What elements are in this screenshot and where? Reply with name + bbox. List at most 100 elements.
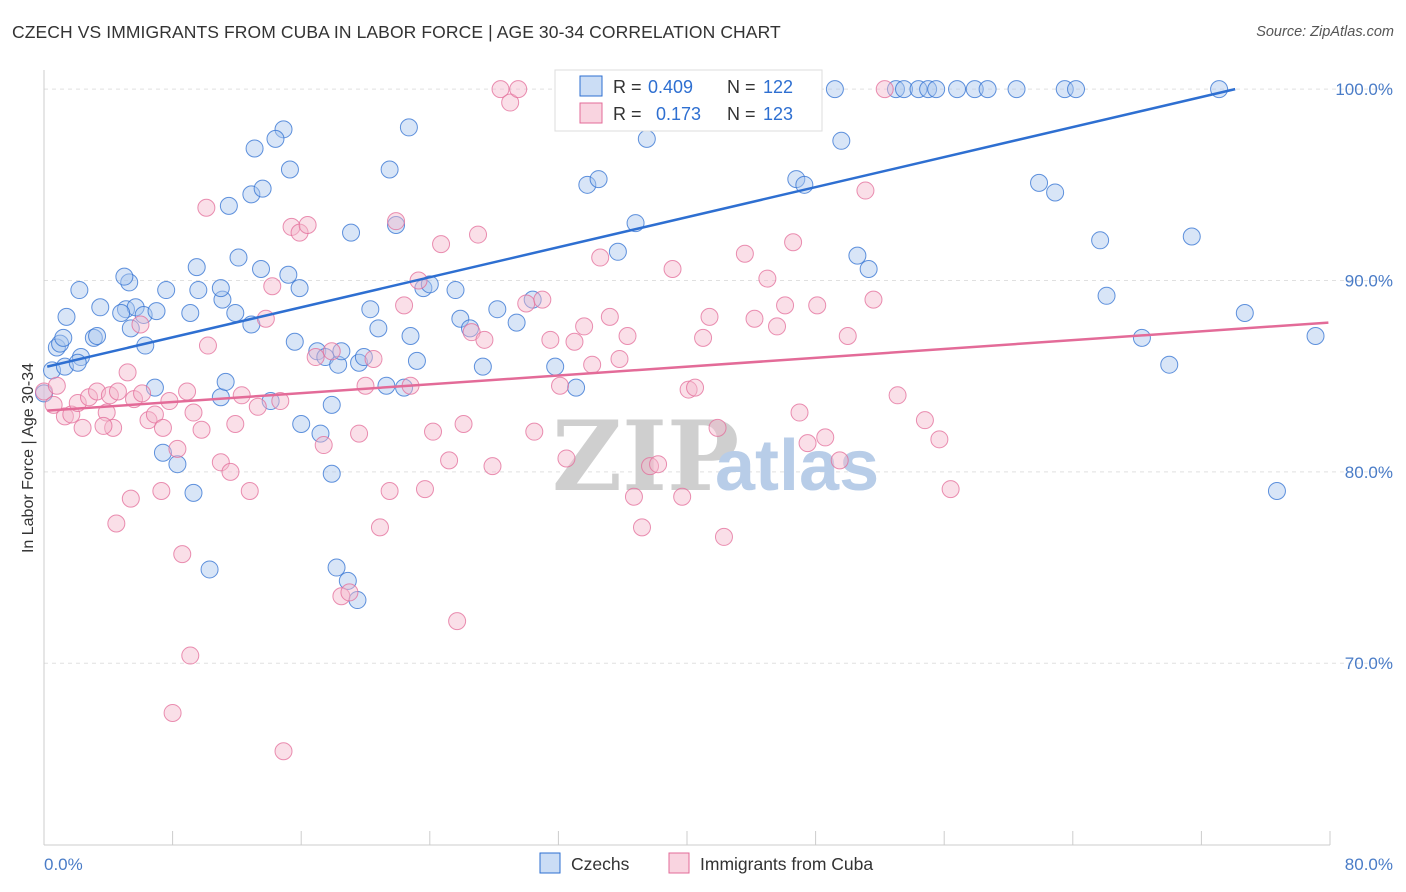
cuba-point [776,296,795,315]
cuba-point [663,260,682,279]
czech-point [88,326,107,345]
czech-point [948,80,967,99]
cuba-point [424,422,443,441]
cuba-point [856,181,875,200]
cuba-point [768,317,787,336]
czech-point [909,80,928,99]
cuba-point [322,342,341,361]
czech-point [1306,326,1325,345]
cuba-point [221,462,240,481]
cuba-point [314,436,333,455]
cuba-point [745,309,764,328]
czech-point [420,275,439,294]
cuba-point [274,742,293,761]
stats-swatch-czechs [579,75,603,97]
stats-r-label-czechs: R = [613,77,642,97]
czech-point [589,170,608,189]
cuba-point [356,376,375,395]
czech-point [181,304,200,323]
czech-point [216,372,235,391]
trend-layer [46,87,1329,412]
czech-point [637,129,656,148]
stats-n-value-cuba: 123 [763,104,793,124]
czech-point [1091,231,1110,250]
cuba-point [432,235,451,254]
czech-point [168,455,187,474]
czech-point [1067,80,1086,99]
cuba-point [271,392,290,411]
cuba-point [298,216,317,234]
cuba-point [181,646,200,665]
cuba-point [240,481,259,500]
czech-point [387,216,406,234]
czech-point [380,160,399,179]
watermark-zip: ZIP [552,400,739,513]
czech-point [927,80,946,99]
cuba-point [107,514,126,533]
czech-point [84,328,103,347]
czech-point [184,483,203,502]
czech-point [322,395,341,414]
czech-point [153,443,172,462]
legend-label-czechs: Czechs [571,854,630,874]
czech-point [859,260,878,279]
series-czechs [35,80,1325,610]
cuba-point [686,378,705,397]
cuba-point [491,80,510,99]
czech-point [91,298,110,317]
cuba-point [108,382,127,401]
cuba-point [380,481,399,500]
cuba-point [198,336,217,355]
cuba-point [838,326,857,345]
cuba-point [475,330,494,349]
cuba-point [97,403,116,422]
y-tick-label: 70.0% [1345,654,1393,673]
trendline-cuba [47,321,1329,412]
cuba-point [525,422,544,441]
czech-point [200,560,219,579]
cuba-point [197,198,216,217]
czech-point [285,332,304,351]
cuba-point [875,80,894,99]
cuba-point [541,330,560,349]
stats-r-value-cuba: 0.173 [656,104,701,124]
cuba-point [173,545,192,564]
cuba-point [94,416,113,435]
cuba-point [118,363,137,382]
czech-point [121,319,140,338]
cuba-point [211,453,230,472]
czech-point [54,328,73,347]
czech-point [451,309,470,328]
cuba-point [583,355,602,374]
czech-point [253,179,272,198]
cuba-point [178,382,197,401]
czech-point [488,300,507,319]
cuba-point [440,451,459,470]
stats-swatch-cuba [579,102,603,124]
legend-label-cuba: Immigrants from Cuba [700,854,873,874]
cuba-point [232,386,251,405]
czech-point [252,260,271,279]
cuba-point [370,518,389,537]
cuba-point [340,583,359,602]
cuba-point [152,481,171,500]
czech-point [279,265,298,284]
x-tick-label: 0.0% [44,855,83,874]
cuba-point [184,403,203,422]
cuba-point [133,384,152,403]
cuba-point [387,212,406,231]
czech-point [280,160,299,179]
czech-point [147,302,166,321]
cuba-point [55,407,74,426]
y-tick-label: 90.0% [1345,271,1393,290]
czech-point [848,246,867,265]
cuba-point [618,326,637,345]
cuba-point [121,489,140,508]
czech-point [189,281,208,300]
czech-point [1267,481,1286,500]
czech-point [115,267,134,286]
cuba-point [790,403,809,422]
grid-layer [44,88,1392,664]
cuba-point [306,348,325,367]
